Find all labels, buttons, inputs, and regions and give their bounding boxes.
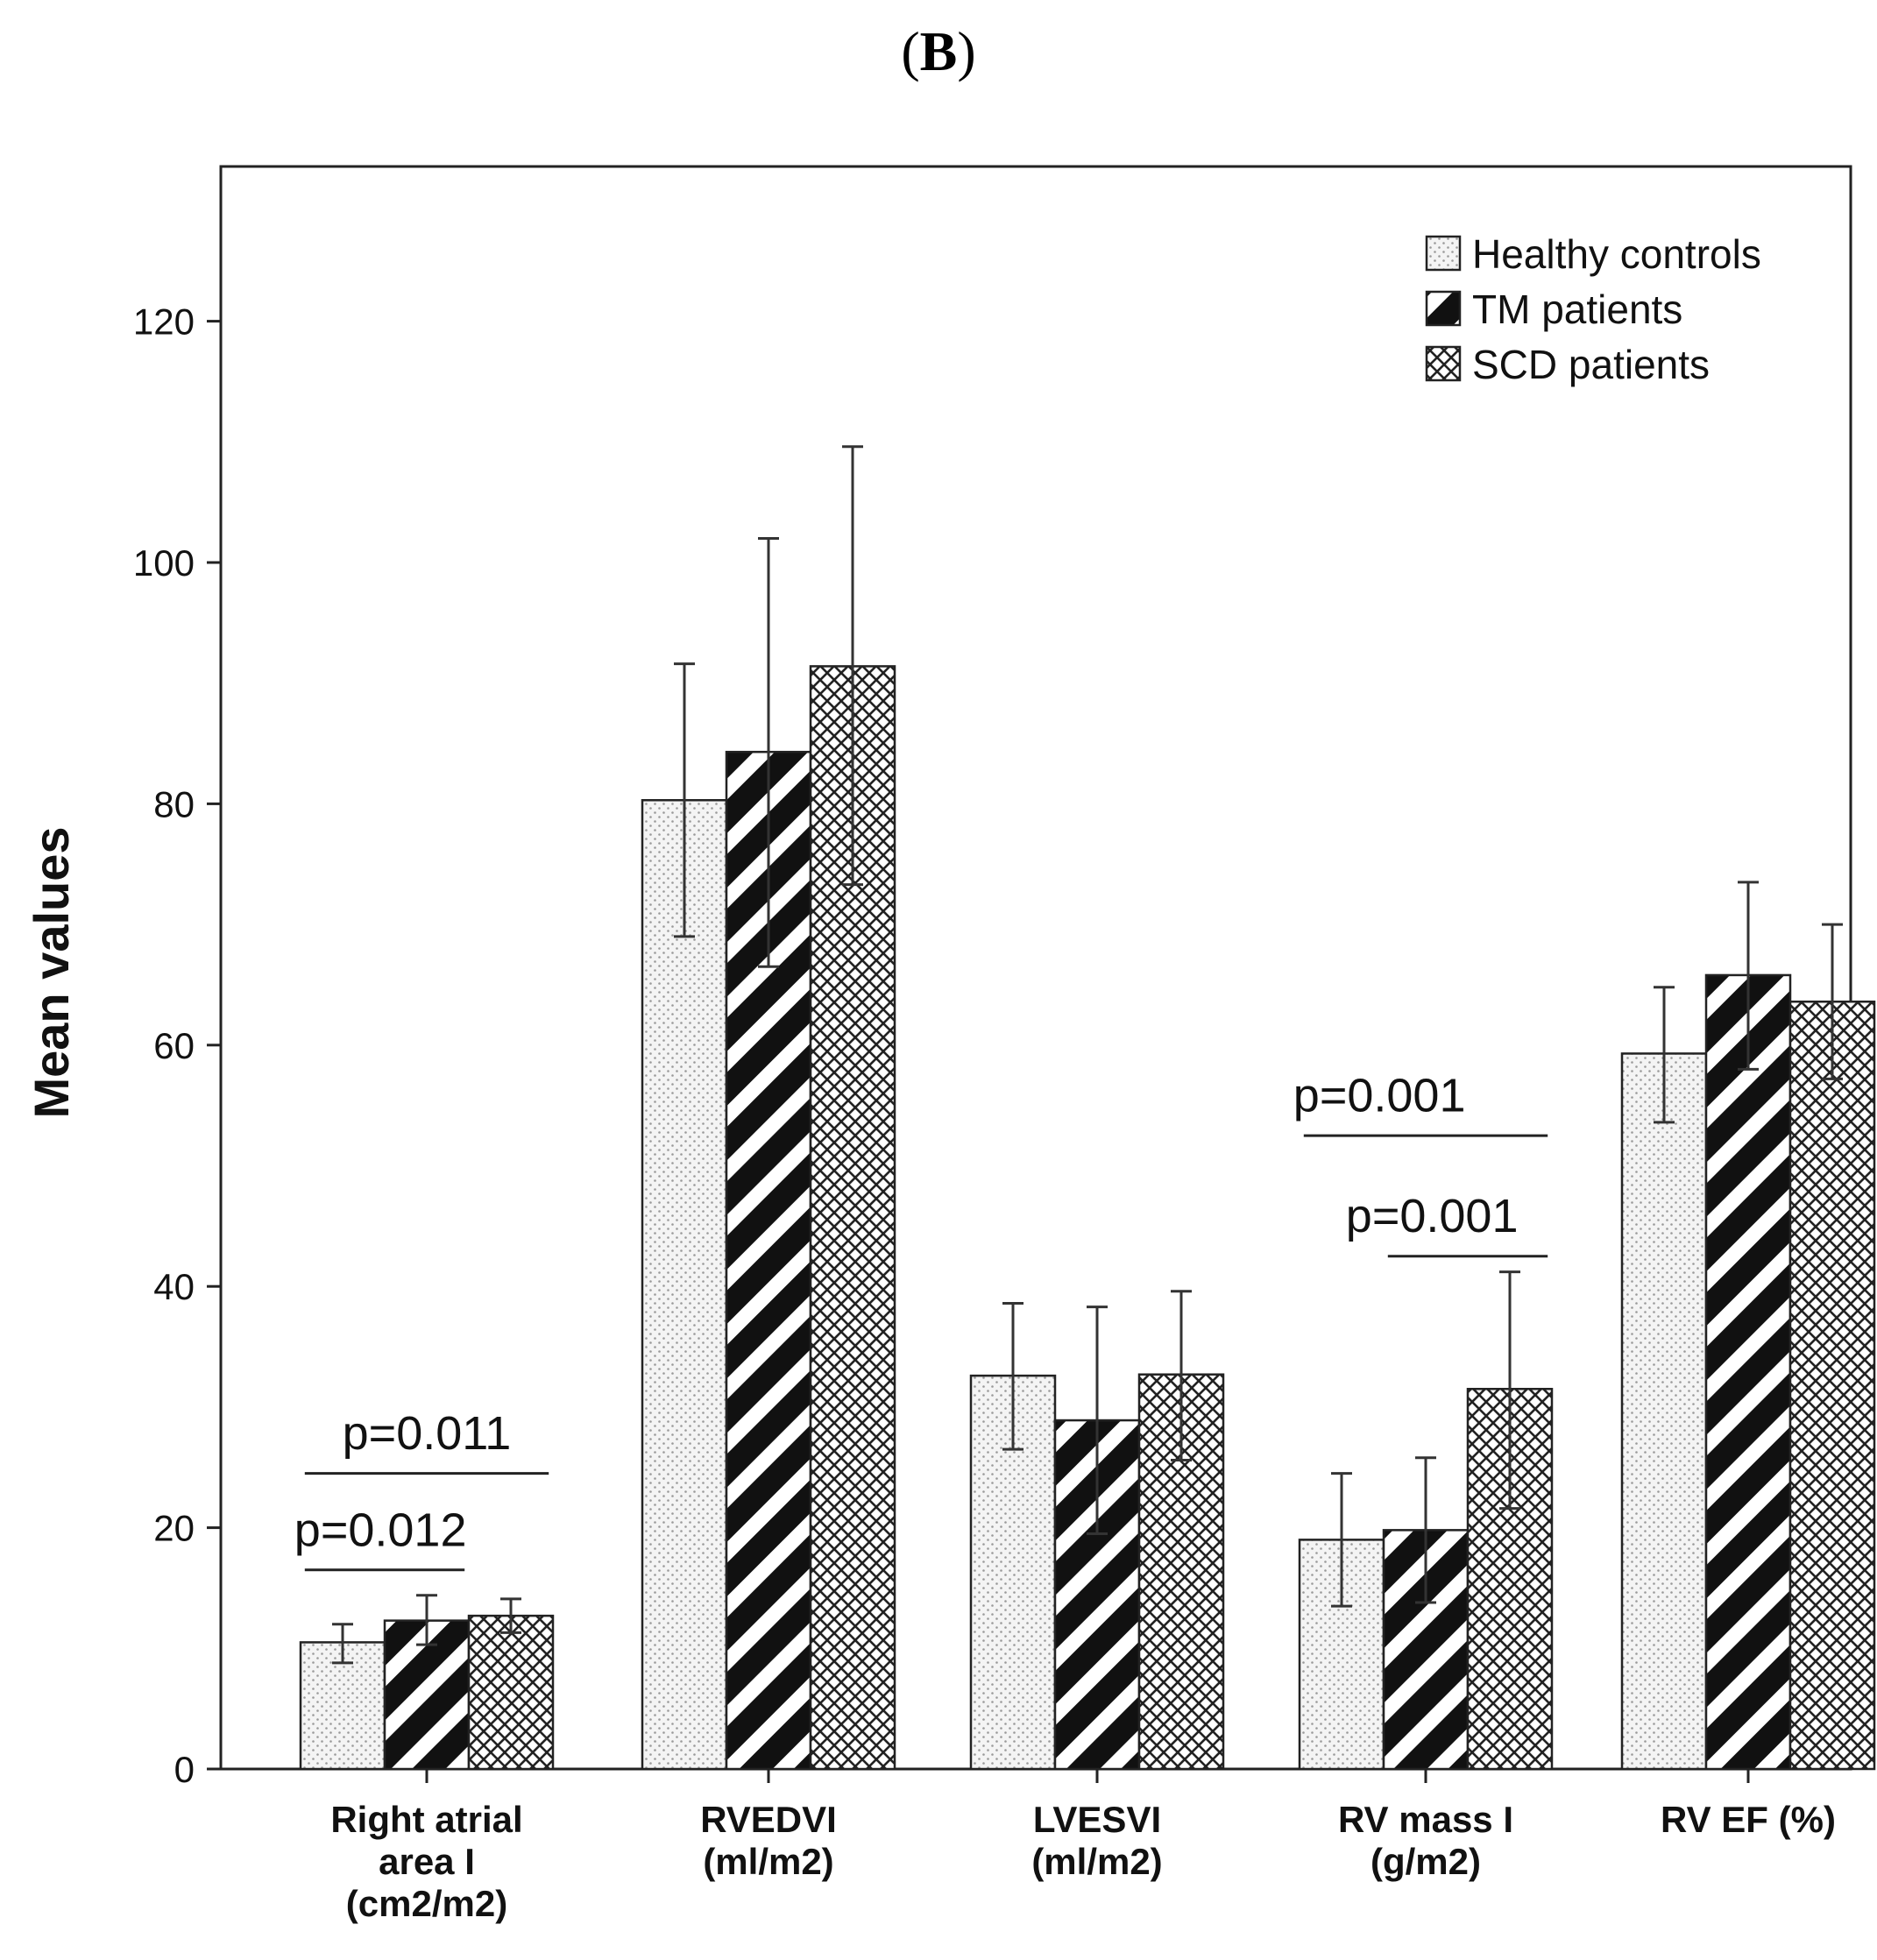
x-axis: Right atrial area I (cm2/m2)RVEDVI (ml/m2)L…: [330, 1769, 1836, 1924]
x-category-label-line: RV mass I: [1338, 1799, 1513, 1840]
x-category-label-line: RVEDVI: [700, 1799, 837, 1840]
bar-healthy-controls-4: [1620, 1052, 1708, 1771]
y-tick-label-20: 20: [153, 1508, 195, 1549]
x-category-label-line: (g/m2): [1371, 1841, 1481, 1882]
bar-healthy-controls-1: [641, 799, 728, 1771]
bar-scd-patients-4: [1788, 1000, 1876, 1771]
x-category-label-line: (cm2/m2): [346, 1883, 507, 1924]
significance-label-2: p=0.001: [1293, 1070, 1466, 1122]
x-category-label-line: (ml/m2): [1031, 1841, 1162, 1882]
y-axis: 0 20 40 60 80 100 120: [133, 301, 221, 1790]
x-category-label-4: RV EF (%): [1661, 1799, 1836, 1840]
legend-swatch-scd-patients: [1425, 345, 1462, 382]
annotations-layer: p=0.011 p=0.012 p=0.001 p=0.001: [294, 1070, 1548, 1572]
x-category-label-line: area I: [379, 1841, 475, 1882]
legend-label-healthy-controls: Healthy controls: [1472, 231, 1761, 277]
bar-scd-patients-0: [467, 1614, 555, 1771]
y-tick-label-120: 120: [133, 301, 195, 343]
bars-layer: [299, 665, 1876, 1771]
x-category-label-1: RVEDVI (ml/m2): [700, 1799, 837, 1882]
y-tick-label-100: 100: [133, 542, 195, 584]
y-tick-label-80: 80: [153, 783, 195, 824]
y-tick-label-40: 40: [153, 1266, 195, 1307]
panel-label-open: (: [901, 20, 920, 82]
y-tick-label-0: 0: [174, 1749, 195, 1790]
x-category-label-line: (ml/m2): [703, 1841, 833, 1882]
panel-label-letter: B: [919, 20, 958, 82]
x-category-label-line: RV EF (%): [1661, 1799, 1836, 1840]
legend-swatch-healthy-controls: [1425, 235, 1462, 272]
error-bars-layer: [332, 445, 1843, 1665]
x-category-label-2: LVESVI (ml/m2): [1031, 1799, 1162, 1882]
significance-label-3: p=0.001: [1346, 1190, 1519, 1242]
y-axis-label: Mean values: [24, 826, 79, 1118]
legend-label-scd-patients: SCD patients: [1472, 342, 1710, 387]
x-category-label-0: Right atrial area I (cm2/m2): [330, 1799, 522, 1924]
panel-label-close: ): [957, 20, 976, 82]
bar-tm-patients-4: [1704, 973, 1792, 1771]
legend: Healthy controls TM patients SCD patient…: [1425, 231, 1761, 387]
panel-label: (B): [0, 19, 1877, 84]
significance-label-1: p=0.012: [294, 1504, 467, 1556]
x-category-label-line: LVESVI: [1033, 1799, 1161, 1840]
legend-swatch-tm-patients: [1425, 290, 1462, 327]
significance-label-0: p=0.011: [343, 1407, 512, 1460]
x-category-label-3: RV mass I (g/m2): [1338, 1799, 1513, 1882]
x-category-label-line: Right atrial: [330, 1799, 522, 1840]
legend-label-tm-patients: TM patients: [1472, 287, 1682, 332]
y-tick-label-60: 60: [153, 1025, 195, 1066]
